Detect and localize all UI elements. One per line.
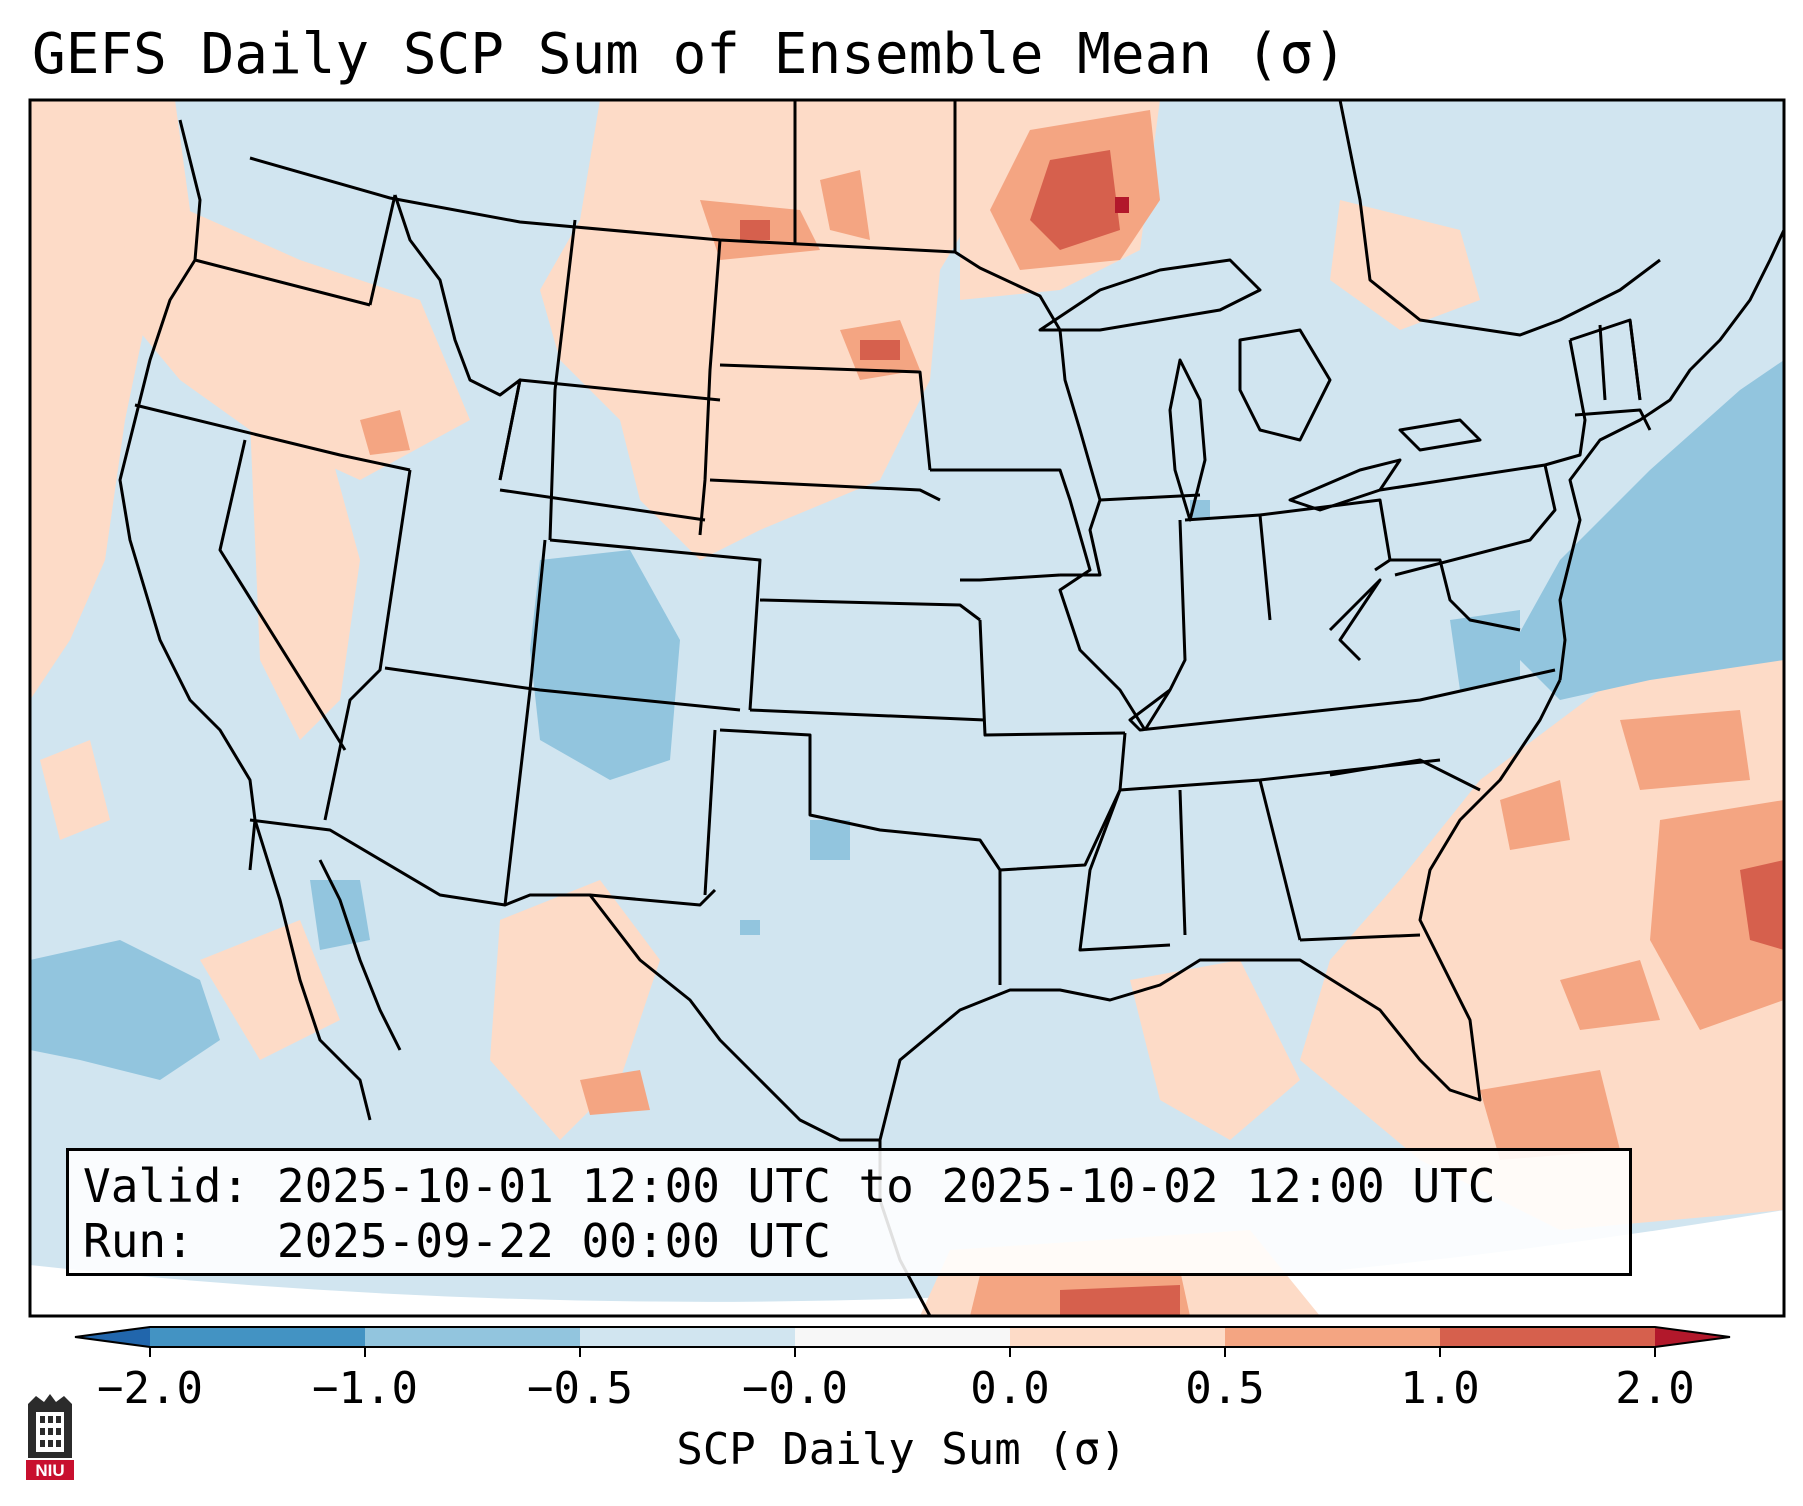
gulf-coast [878, 679, 1562, 1141]
state-line [548, 219, 577, 541]
state-line [719, 363, 932, 471]
state-line [703, 729, 717, 896]
gulf-of-california [318, 859, 402, 1051]
state-line [1374, 558, 1521, 632]
west-coast [118, 119, 257, 871]
field-positive-dark [740, 150, 1784, 1316]
state-line [1143, 519, 1187, 731]
plot-frame [28, 98, 1786, 1318]
state-line [749, 708, 986, 722]
state-line [698, 239, 722, 536]
state-line [1058, 329, 1201, 502]
state-line [1598, 324, 1607, 401]
state-line [1329, 758, 1481, 792]
state-line [1628, 319, 1642, 401]
colorbar-tick-label: 2.0 [1615, 1363, 1695, 1414]
niu-logo-text: NIU [35, 1461, 64, 1480]
state-line [368, 194, 397, 306]
niu-logo-icon: NIU [26, 1394, 74, 1480]
state-line [709, 478, 941, 502]
state-line [1060, 499, 1102, 577]
colorbar-label: SCP Daily Sum (σ) [676, 1424, 1127, 1475]
state-line [194, 258, 371, 307]
colorbar-tick-label: 1.0 [1400, 1363, 1480, 1414]
colorbar-under-extend [75, 1327, 150, 1347]
lake-ontario [1398, 418, 1482, 452]
colorbar-over-extend [1655, 1327, 1730, 1347]
run-label: Run: [83, 1214, 194, 1268]
valid-value: 2025-10-01 12:00 UTC to 2025-10-02 12:00… [276, 1159, 1496, 1213]
state-line [393, 194, 522, 481]
state-line [503, 539, 547, 906]
valid-run-box: Valid: 2025-10-01 12:00 UTC to 2025-10-0… [66, 1148, 1632, 1276]
state-line [498, 378, 721, 481]
state-line [1379, 463, 1557, 577]
us-mexico-border [249, 818, 880, 1142]
valid-label: Valid: [83, 1159, 250, 1213]
colorbar-tick-label: −0.5 [527, 1363, 633, 1414]
run-value: 2025-09-22 00:00 UTC [276, 1214, 831, 1268]
map-title: GEFS Daily SCP Sum of Ensemble Mean (σ) [32, 22, 1347, 87]
us-canada-border [249, 156, 1062, 331]
state-line [978, 619, 1126, 737]
state-line [1259, 498, 1392, 561]
state-line [1258, 779, 1302, 941]
state-line [218, 439, 347, 751]
state-line [999, 789, 1122, 872]
colorbar-tick-label: −0.0 [742, 1363, 848, 1414]
canada-east-border [1338, 100, 1661, 337]
colorbar [74, 1326, 1731, 1357]
state-line [1078, 732, 1171, 952]
state-line [960, 573, 1061, 582]
state-line [1299, 933, 1421, 942]
colorbar-bin [1440, 1327, 1655, 1347]
state-line [384, 666, 741, 712]
state-line [134, 403, 411, 472]
state-line [323, 469, 412, 821]
state-line [1574, 408, 1652, 431]
state-line [1178, 789, 1187, 936]
state-line [549, 538, 762, 711]
lake-superior [1038, 258, 1262, 332]
state-line [1328, 578, 1382, 662]
colorbar-bin [1225, 1327, 1440, 1347]
colorbar-tick-label: −1.0 [312, 1363, 418, 1414]
state-line [930, 468, 1147, 731]
colorbar-bin [580, 1327, 795, 1347]
state-line [759, 598, 981, 622]
state-line [589, 888, 717, 907]
projection-edge [30, 1210, 1784, 1316]
colorbar-tick-label: −2.0 [97, 1363, 203, 1414]
state-line [499, 488, 706, 522]
east-coast [1558, 229, 1784, 681]
colorbar-bin [365, 1327, 580, 1347]
lake-huron [1238, 328, 1332, 442]
field-positive-extreme [1115, 197, 1129, 213]
state-line [1128, 668, 1556, 732]
baja-california [253, 819, 372, 1121]
colorbar-tick-label: 0.5 [1185, 1363, 1265, 1414]
colorbar-bin [1010, 1327, 1225, 1347]
colorbar-bin [795, 1327, 1010, 1347]
colorbar-tick-label: 0.0 [970, 1363, 1050, 1414]
state-line [1544, 339, 1587, 467]
field-negative [30, 360, 1784, 1080]
colorbar-bin [150, 1327, 365, 1347]
